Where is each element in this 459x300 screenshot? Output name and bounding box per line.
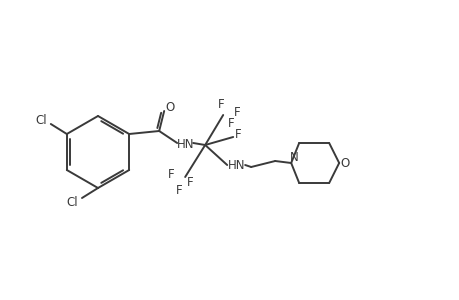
Text: O: O bbox=[165, 100, 174, 113]
Text: F: F bbox=[233, 106, 240, 118]
Text: HN: HN bbox=[227, 158, 244, 172]
Text: F: F bbox=[218, 98, 224, 110]
Text: F: F bbox=[227, 116, 234, 130]
Text: F: F bbox=[235, 128, 241, 140]
Text: F: F bbox=[175, 184, 182, 196]
Text: Cl: Cl bbox=[35, 113, 46, 127]
Text: F: F bbox=[168, 169, 174, 182]
Text: N: N bbox=[289, 151, 298, 164]
Text: F: F bbox=[186, 176, 193, 188]
Text: HN: HN bbox=[176, 137, 194, 151]
Text: Cl: Cl bbox=[66, 196, 78, 208]
Text: O: O bbox=[340, 157, 349, 169]
